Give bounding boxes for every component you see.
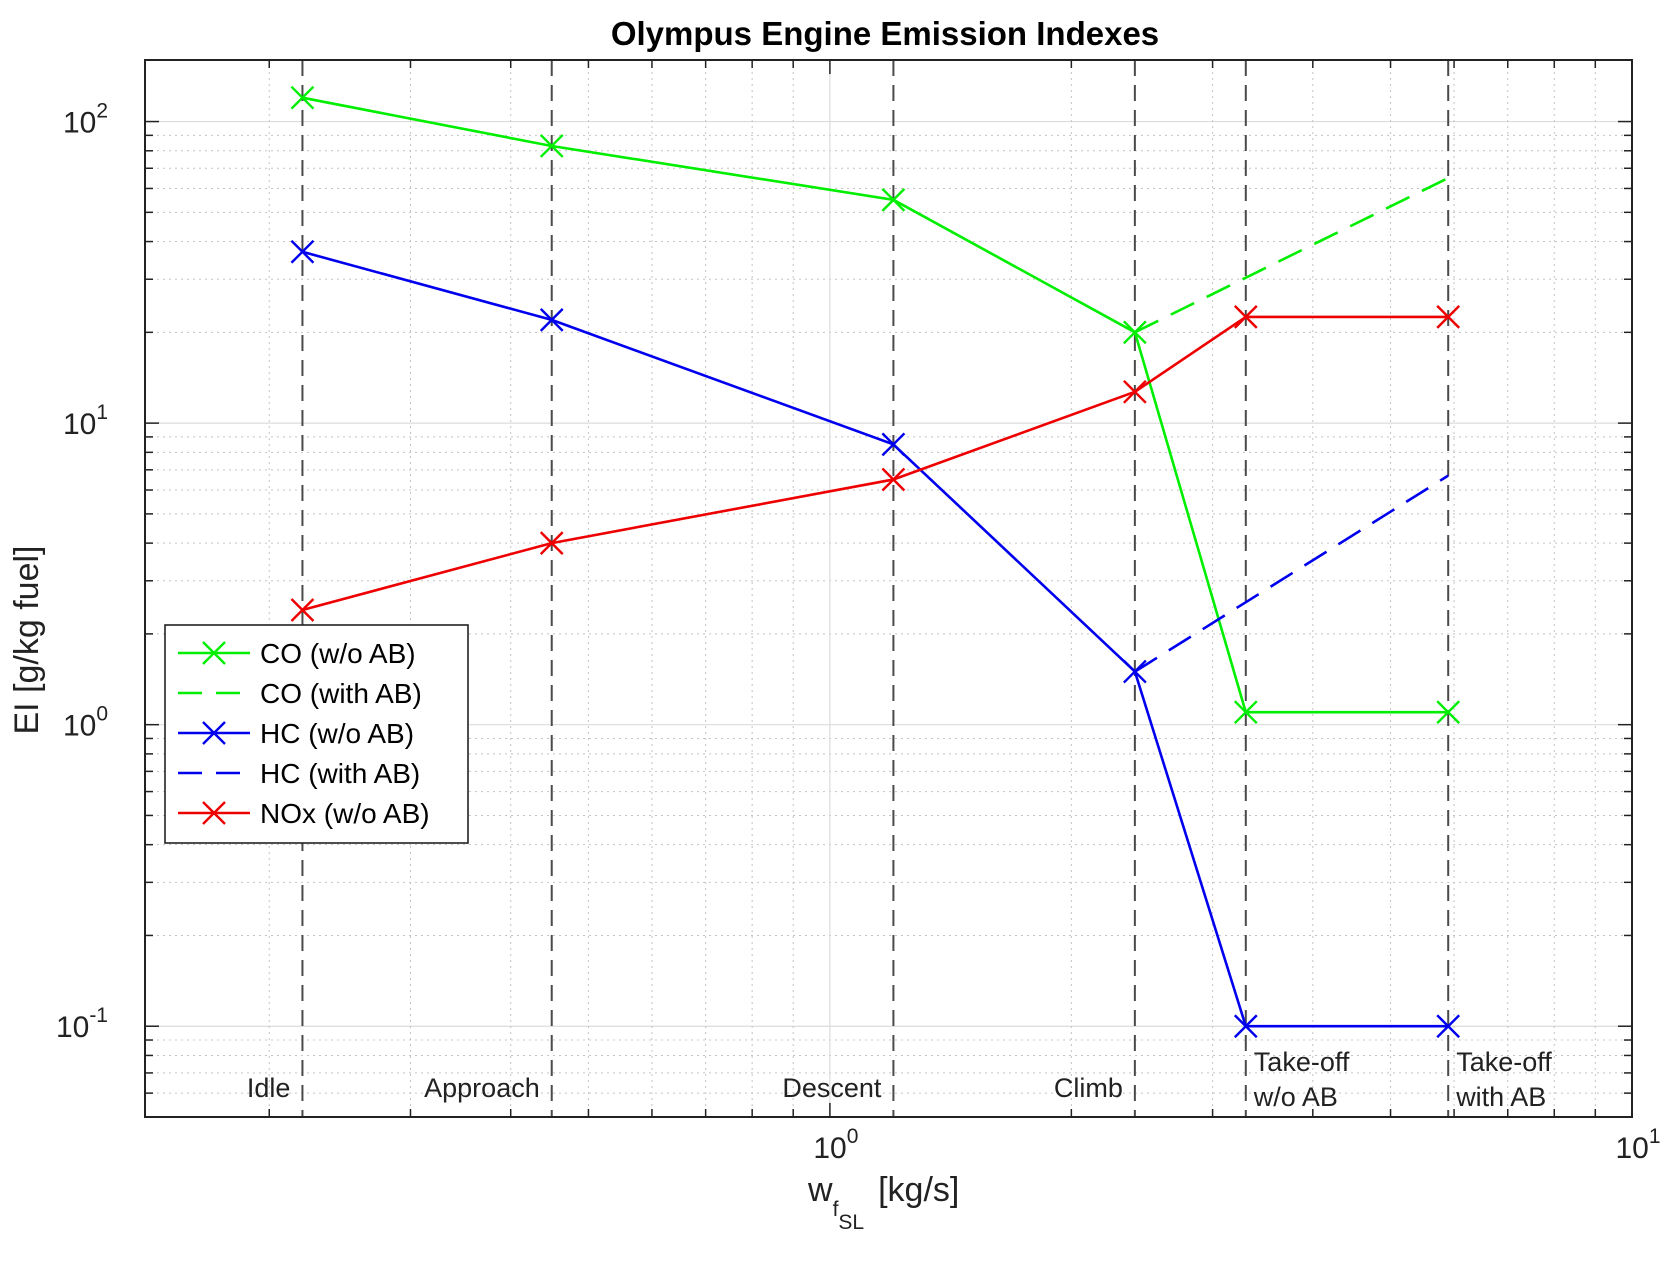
y-tick-label: 101 <box>63 401 108 441</box>
legend-item: CO (w/o AB) <box>178 638 416 669</box>
phase-label: Idle <box>247 1073 291 1103</box>
series-layer <box>290 85 1461 1039</box>
data-point-marker <box>881 432 906 457</box>
series-line <box>302 96 1449 714</box>
tick-marks <box>145 60 1633 1118</box>
data-point-marker <box>202 721 226 745</box>
data-point-marker <box>539 134 564 158</box>
data-point-marker <box>1123 320 1147 345</box>
legend-item: NOx (w/o AB) <box>178 798 430 829</box>
data-point-marker <box>1233 305 1258 329</box>
data-point-marker <box>202 641 226 665</box>
x-axis-label-unit: [kg/s] <box>878 1171 959 1209</box>
data-point-marker <box>881 467 906 492</box>
phase-lines <box>301 60 1450 1117</box>
phase-label: Take-off <box>1456 1047 1552 1077</box>
phase-label: with AB <box>1455 1082 1546 1112</box>
y-tick-label: 100 <box>63 703 108 743</box>
y-axis-label: EI [g/kg fuel] <box>8 546 46 735</box>
data-point-marker <box>539 531 564 555</box>
phase-label: Descent <box>782 1073 882 1103</box>
x-axis-label-main: w <box>807 1171 833 1209</box>
data-point-marker <box>1123 379 1147 404</box>
data-point-marker <box>1233 700 1258 725</box>
phase-label: Approach <box>424 1073 540 1103</box>
legend-label: CO (with AB) <box>260 678 422 709</box>
legend-label: HC (with AB) <box>260 758 420 789</box>
phase-label: Climb <box>1054 1073 1123 1103</box>
x-tick-label: 101 <box>1615 1125 1660 1165</box>
data-point-marker <box>1233 1014 1258 1039</box>
y-tick-label: 10-1 <box>56 1004 108 1044</box>
legend: CO (w/o AB) CO (with AB) HC (w/o AB) HC (wi… <box>164 624 469 844</box>
data-point-marker <box>290 239 315 264</box>
series-co-with-ab <box>1134 176 1449 334</box>
tick-labels: 10-1 100 101 102 100 101 <box>56 100 1661 1165</box>
legend-item: HC (with AB) <box>178 758 420 789</box>
axes-frame <box>144 59 1633 1118</box>
x-axis-label: wfSL [kg/s] <box>807 1171 959 1234</box>
phase-label: w/o AB <box>1253 1082 1338 1112</box>
data-point-marker <box>202 801 226 825</box>
series-line <box>1134 474 1449 673</box>
y-tick-label: 102 <box>63 100 108 140</box>
data-point-marker <box>290 598 315 622</box>
data-point-marker <box>1436 1014 1461 1039</box>
data-point-marker <box>1436 700 1461 725</box>
legend-items: CO (w/o AB) CO (with AB) HC (w/o AB) HC (wi… <box>178 638 430 829</box>
data-point-marker <box>539 308 564 332</box>
series-line <box>1134 176 1449 334</box>
chart-title: Olympus Engine Emission Indexes <box>611 15 1159 52</box>
legend-item: HC (w/o AB) <box>178 718 414 749</box>
series-hc-w-o-ab <box>290 239 1461 1039</box>
data-point-marker <box>881 188 906 212</box>
x-axis-label-subsub: SL <box>838 1211 864 1234</box>
series-line <box>302 315 1449 612</box>
series-co-w-o-ab <box>290 85 1461 725</box>
legend-item: CO (with AB) <box>178 678 422 709</box>
data-point-marker <box>290 85 315 110</box>
series-line <box>302 250 1449 1028</box>
data-point-marker <box>1123 659 1147 684</box>
legend-label: CO (w/o AB) <box>260 638 416 669</box>
phase-label: Take-off <box>1254 1047 1350 1077</box>
grid-layer <box>145 60 1633 1118</box>
series-hc-with-ab <box>1134 474 1449 673</box>
x-tick-label: 100 <box>813 1125 858 1165</box>
x-axis-label-sub: f <box>833 1198 839 1221</box>
legend-label: HC (w/o AB) <box>260 718 414 749</box>
phase-labels: Idle Approach Descent Climb Take-off w/o AB Ta… <box>247 1047 1552 1112</box>
series-nox-w-o-ab <box>290 305 1461 622</box>
data-point-marker <box>1436 305 1461 329</box>
legend-label: NOx (w/o AB) <box>260 798 430 829</box>
